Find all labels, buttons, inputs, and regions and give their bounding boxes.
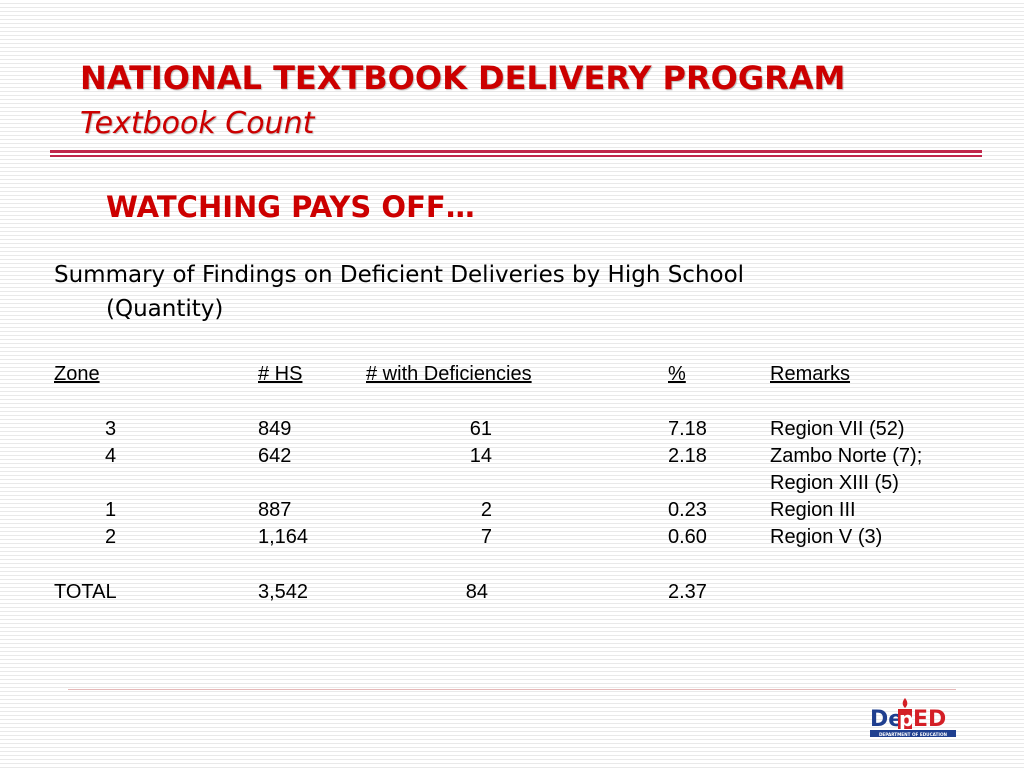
deped-logo: De p ED DEPARTMENT OF EDUCATION bbox=[870, 698, 956, 737]
table-row-remarks: Zambo Norte (7); bbox=[770, 445, 923, 467]
header-zone: Zone bbox=[54, 363, 100, 385]
slide-title: NATIONAL TEXTBOOK DELIVERY PROGRAM bbox=[80, 59, 846, 97]
table-row-percent: 7.18 bbox=[668, 418, 707, 440]
footer-divider bbox=[68, 689, 956, 690]
table-row-remarks: Region III bbox=[770, 499, 856, 521]
logo-caption: DEPARTMENT OF EDUCATION bbox=[879, 732, 948, 737]
table-row-percent: 0.23 bbox=[668, 499, 707, 521]
header-remarks: Remarks bbox=[770, 363, 851, 385]
total-deficiencies: 84 bbox=[465, 581, 488, 603]
table-row-deficiencies: 2 bbox=[480, 499, 492, 521]
table-row-zone: 3 bbox=[105, 418, 117, 440]
table-row-deficiencies: 61 bbox=[469, 418, 492, 440]
table-row-remarks: Region VII (52) bbox=[770, 418, 905, 440]
summary-text: Summary of Findings on Deficient Deliver… bbox=[54, 258, 954, 326]
summary-line-2: (Quantity) bbox=[106, 296, 224, 322]
table-row-zone: 2 bbox=[105, 526, 117, 548]
header-divider bbox=[50, 150, 982, 153]
total-hs: 3,542 bbox=[258, 581, 309, 603]
table-row-zone: 4 bbox=[105, 445, 117, 467]
table-row-deficiencies: 14 bbox=[469, 445, 492, 467]
table-row-hs: 887 bbox=[258, 499, 292, 521]
table-row-hs: 1,164 bbox=[258, 526, 309, 548]
header-deficiencies: # with Deficiencies bbox=[366, 363, 532, 385]
table-row-percent: 2.18 bbox=[668, 445, 707, 467]
table-row-percent: 0.60 bbox=[668, 526, 707, 548]
table-row-hs: 642 bbox=[258, 445, 292, 467]
header-divider-secondary bbox=[50, 155, 982, 157]
header-percent: % bbox=[668, 363, 686, 385]
table-row-remarks-continued: Region XIII (5) bbox=[770, 472, 899, 494]
table-row-zone: 1 bbox=[105, 499, 117, 521]
table-row-hs: 849 bbox=[258, 418, 292, 440]
total-percent: 2.37 bbox=[668, 581, 707, 603]
summary-line-1: Summary of Findings on Deficient Deliver… bbox=[54, 262, 745, 288]
logo-p-text: p bbox=[899, 707, 913, 731]
slide-subtitle: Textbook Count bbox=[80, 106, 315, 141]
logo-dep-text: De bbox=[870, 707, 903, 732]
table-row-remarks: Region V (3) bbox=[770, 526, 883, 548]
section-heading: WATCHING PAYS OFF… bbox=[106, 190, 475, 224]
total-label: TOTAL bbox=[54, 581, 117, 603]
logo-torch-icon bbox=[898, 709, 912, 729]
table-row-deficiencies: 7 bbox=[480, 526, 492, 548]
header-hs: # HS bbox=[258, 363, 303, 385]
logo-ed-text: ED bbox=[913, 707, 946, 732]
